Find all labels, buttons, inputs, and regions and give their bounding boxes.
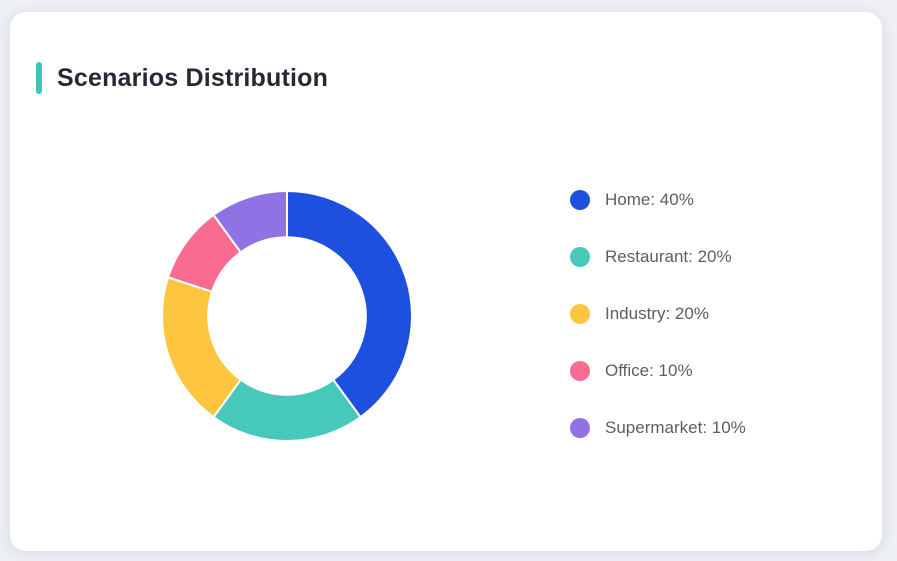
title-accent-bar [36, 62, 42, 94]
legend-item-supermarket[interactable]: Supermarket: 10% [570, 418, 746, 438]
legend-label: Restaurant: 20% [605, 247, 732, 266]
legend-label: Supermarket: 10% [605, 418, 746, 437]
legend-item-industry[interactable]: Industry: 20% [570, 304, 746, 324]
legend-swatch-icon [570, 418, 590, 438]
legend-item-office[interactable]: Office: 10% [570, 361, 746, 381]
legend-label: Industry: 20% [605, 304, 709, 323]
page-title: Scenarios Distribution [57, 63, 329, 92]
legend-item-restaurant[interactable]: Restaurant: 20% [570, 247, 746, 267]
legend-label: Home: 40% [605, 190, 694, 209]
legend-swatch-icon [570, 361, 590, 381]
scenarios-distribution-card: Scenarios Distribution Home: 40% Restaura… [10, 12, 882, 551]
pie-slice-supermarket[interactable] [212, 190, 288, 254]
chart-legend: Home: 40% Restaurant: 20% Industry: 20% Off… [570, 190, 746, 475]
donut-chart [161, 190, 413, 442]
legend-swatch-icon [570, 304, 590, 324]
pie-slice-industry[interactable] [161, 276, 242, 419]
legend-swatch-icon [570, 190, 590, 210]
card-header: Scenarios Distribution [36, 62, 328, 94]
legend-swatch-icon [570, 247, 590, 267]
pie-slice-home[interactable] [286, 190, 413, 419]
legend-item-home[interactable]: Home: 40% [570, 190, 746, 210]
pie-slice-restaurant[interactable] [212, 378, 362, 442]
legend-label: Office: 10% [605, 361, 693, 380]
